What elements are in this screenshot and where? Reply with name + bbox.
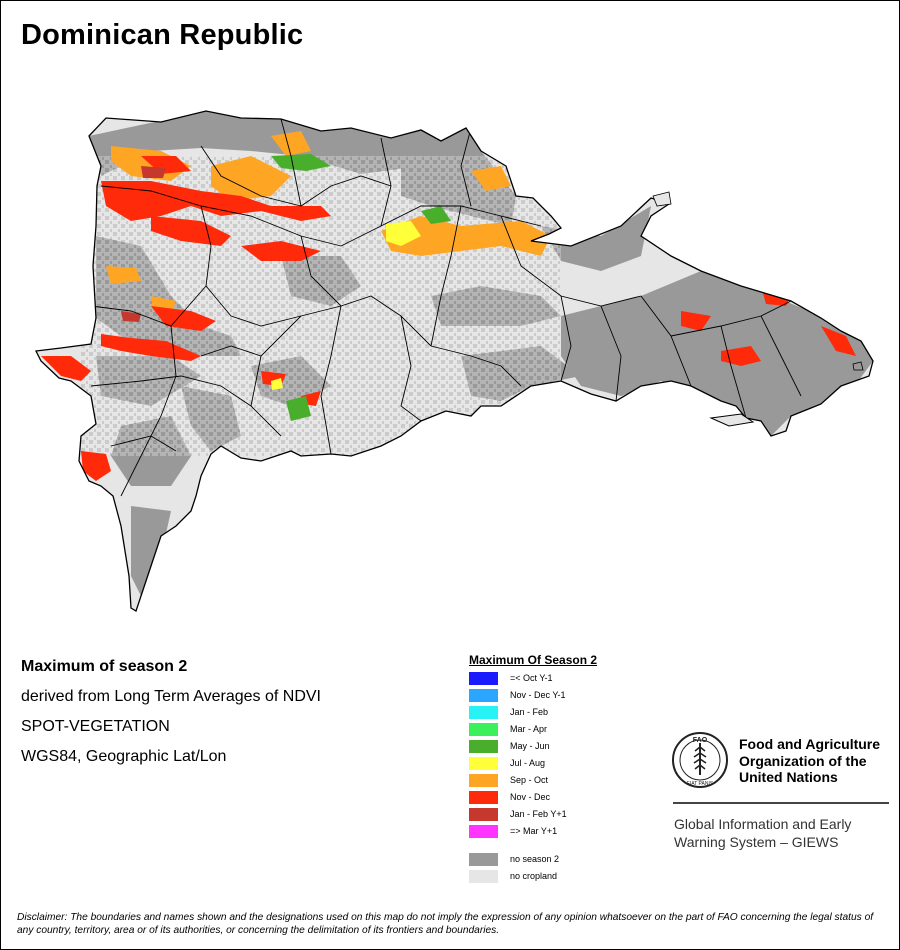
legend-item-no-cropland: no cropland <box>469 869 669 886</box>
legend-label: Mar - Apr <box>510 724 548 734</box>
legend-item: Jan - Feb <box>469 705 669 722</box>
legend-swatch <box>469 870 498 883</box>
legend-title: Maximum Of Season 2 <box>469 653 598 667</box>
legend-swatch <box>469 706 498 719</box>
legend-label: Nov - Dec <box>510 792 551 802</box>
legend-label: =< Oct Y-1 <box>510 673 553 683</box>
legend-item: Nov - Dec <box>469 790 669 807</box>
legend-label: Jan - Feb <box>510 707 549 717</box>
legend-item: => Mar Y+1 <box>469 824 669 841</box>
emblem-letters: FAO <box>693 737 708 744</box>
legend-item: Sep - Oct <box>469 773 669 790</box>
legend-label: Jan - Feb Y+1 <box>510 809 567 819</box>
legend-swatch <box>469 740 498 753</box>
legend-label: May - Jun <box>510 741 550 751</box>
organization-name: Food and Agriculture Organization of the… <box>739 736 881 785</box>
info-line-source: derived from Long Term Averages of NDVI <box>21 688 321 705</box>
map-title: Dominican Republic <box>21 19 304 51</box>
legend-item: Nov - Dec Y-1 <box>469 688 669 705</box>
legend-swatch <box>469 672 498 685</box>
legend-item-no-season: no season 2 <box>469 852 669 869</box>
legend-swatch <box>469 808 498 821</box>
legend-label: Sep - Oct <box>510 775 549 785</box>
info-line-sensor: SPOT-VEGETATION <box>21 718 170 735</box>
emblem-motto: FIAT PANIS <box>687 781 714 787</box>
legend-item: Jan - Feb Y+1 <box>469 807 669 824</box>
info-line-projection: WGS84, Geographic Lat/Lon <box>21 748 227 765</box>
legend-item: May - Jun <box>469 739 669 756</box>
legend-swatch <box>469 689 498 702</box>
legend-item: =< Oct Y-1 <box>469 671 669 688</box>
legend-item: Mar - Apr <box>469 722 669 739</box>
legend-label: => Mar Y+1 <box>510 826 558 836</box>
info-line-season: Maximum of season 2 <box>21 658 188 675</box>
legend-swatch <box>469 791 498 804</box>
legend-swatch <box>469 757 498 770</box>
system-name: Global Information and Early Warning Sys… <box>674 816 852 850</box>
fao-emblem-icon: FAO FIAT PANIS <box>672 732 728 788</box>
legend-label: no cropland <box>510 871 558 881</box>
legend-label: no season 2 <box>510 854 560 864</box>
logo-divider <box>673 802 889 804</box>
legend-swatch <box>469 825 498 838</box>
map-legend: Maximum Of Season 2 =< Oct Y-1 Nov - Dec… <box>469 653 669 886</box>
legend-swatch <box>469 853 498 866</box>
legend-swatch <box>469 723 498 736</box>
country-map <box>35 110 874 612</box>
disclaimer-text: Disclaimer: The boundaries and names sho… <box>17 912 874 936</box>
legend-label: Jul - Aug <box>510 758 546 768</box>
legend-item: Jul - Aug <box>469 756 669 773</box>
legend-swatch <box>469 774 498 787</box>
legend-label: Nov - Dec Y-1 <box>510 690 566 700</box>
map-info: Maximum of season 2 derived from Long Te… <box>21 657 321 777</box>
